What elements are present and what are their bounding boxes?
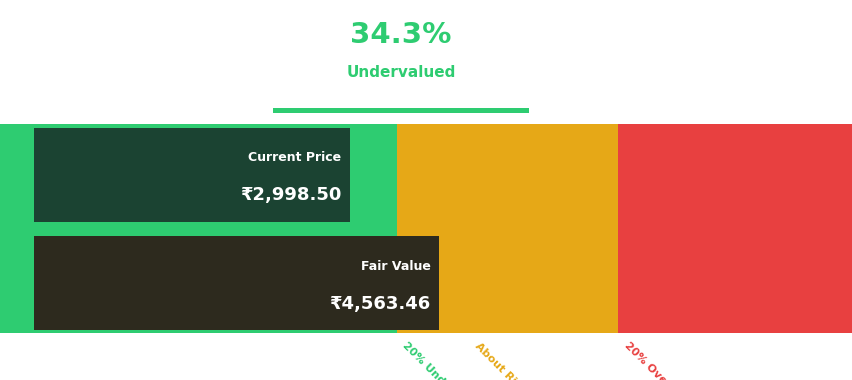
Bar: [469, 124, 618, 333]
Text: About Right: About Right: [473, 341, 532, 380]
Bar: [34, 236, 439, 330]
Text: Undervalued: Undervalued: [346, 65, 455, 80]
Text: Current Price: Current Price: [248, 151, 341, 164]
Bar: [34, 128, 349, 222]
Bar: [396, 124, 469, 333]
Bar: [0, 124, 396, 333]
Bar: [273, 108, 528, 113]
Bar: [618, 124, 852, 333]
Text: ₹2,998.50: ₹2,998.50: [239, 186, 341, 204]
Text: Fair Value: Fair Value: [360, 260, 430, 273]
Text: 20% Undervalued: 20% Undervalued: [400, 341, 485, 380]
Text: ₹4,563.46: ₹4,563.46: [329, 295, 430, 313]
Text: 20% Overvalued: 20% Overvalued: [622, 341, 701, 380]
Text: 34.3%: 34.3%: [350, 21, 451, 49]
